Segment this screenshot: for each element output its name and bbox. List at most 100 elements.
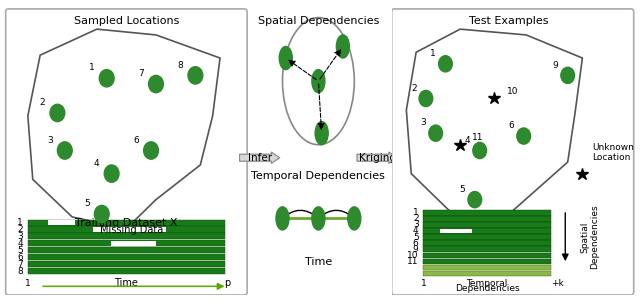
Text: 9: 9 [552,61,558,70]
Text: 5: 5 [84,199,90,208]
Text: Time: Time [305,257,332,267]
Text: 5: 5 [460,185,465,194]
Text: 5: 5 [17,246,23,255]
Bar [28,219,225,226]
Circle shape [143,142,159,159]
FancyBboxPatch shape [6,9,247,295]
Circle shape [312,207,325,230]
Bar [28,226,225,233]
Bar [47,220,75,225]
Bar [424,216,550,222]
Bar [28,234,225,240]
Circle shape [517,128,531,144]
Text: 6: 6 [17,253,23,262]
Text: Kriging: Kriging [358,153,396,163]
Text: 3: 3 [420,118,426,127]
Bar [28,261,225,267]
Text: Test Examples: Test Examples [469,16,548,26]
Text: Training Dataset X: Training Dataset X [75,219,178,228]
Text: Time: Time [115,278,138,288]
Bar [424,210,550,216]
Bar [424,247,550,252]
Text: Dependencies: Dependencies [454,284,519,293]
Text: 2: 2 [411,84,417,93]
Circle shape [337,35,349,58]
Text: 3: 3 [47,136,53,145]
Text: Unknown
Location: Unknown Location [592,143,634,162]
Text: Temporal: Temporal [467,279,508,288]
Text: p: p [224,278,230,288]
Text: 2: 2 [40,98,45,107]
Bar [111,241,156,246]
Bar [424,265,550,270]
Bar [28,254,225,260]
Bar [28,240,225,247]
Text: 2: 2 [17,225,23,234]
Text: 5: 5 [413,233,419,241]
Circle shape [315,122,328,145]
Circle shape [468,191,482,208]
Text: 6: 6 [509,121,515,130]
Text: 3: 3 [413,220,419,229]
Circle shape [419,90,433,107]
Text: 7: 7 [17,260,23,269]
Circle shape [429,125,442,141]
FancyBboxPatch shape [392,9,634,295]
Bar [424,222,550,228]
Circle shape [312,70,325,93]
Circle shape [561,67,575,83]
Text: Temporal Dependencies: Temporal Dependencies [252,171,385,181]
Circle shape [148,75,163,93]
Text: 8: 8 [178,61,184,70]
Circle shape [58,142,72,159]
Bar [424,234,550,240]
Text: 4: 4 [465,136,470,145]
Text: 11: 11 [407,257,419,266]
Text: 1: 1 [89,64,95,73]
Text: 4: 4 [413,226,419,235]
Text: 7: 7 [138,69,144,78]
Text: 10: 10 [507,87,518,96]
Bar [424,253,550,258]
Circle shape [188,67,203,84]
Text: 4: 4 [94,159,100,168]
Text: Infer: Infer [248,153,272,163]
Circle shape [50,104,65,122]
Text: 11: 11 [472,133,484,142]
Circle shape [94,205,109,223]
Bar [93,227,166,232]
Bar [424,240,550,246]
Bar [424,228,550,234]
Text: 3: 3 [17,232,23,241]
Text: Spatial
Dependencies: Spatial Dependencies [580,205,600,269]
FancyArrowPatch shape [239,152,280,163]
Circle shape [104,165,119,182]
Text: 2: 2 [413,214,419,223]
Text: 8: 8 [17,267,23,276]
Circle shape [99,70,114,87]
Text: +k: +k [552,279,564,288]
FancyArrowPatch shape [357,152,397,163]
Bar [440,228,472,234]
Text: Spatial Dependencies: Spatial Dependencies [258,16,379,26]
Text: 6: 6 [133,136,139,145]
Circle shape [473,142,486,159]
Circle shape [279,46,292,70]
Text: 4: 4 [17,239,23,248]
Bar [28,268,225,274]
Bar [424,259,550,264]
Text: 1: 1 [430,49,436,58]
Bar [28,247,225,253]
Text: 9: 9 [413,245,419,254]
Circle shape [276,207,289,230]
Text: Sampled Locations: Sampled Locations [74,16,179,26]
Text: 1: 1 [413,208,419,217]
Text: Missing Data: Missing Data [100,225,163,234]
Text: 1: 1 [25,279,31,288]
Bar [424,271,550,276]
Circle shape [348,207,361,230]
FancyArrowPatch shape [357,152,397,163]
Circle shape [438,56,452,72]
Text: 10: 10 [407,251,419,260]
Text: 6: 6 [413,239,419,248]
